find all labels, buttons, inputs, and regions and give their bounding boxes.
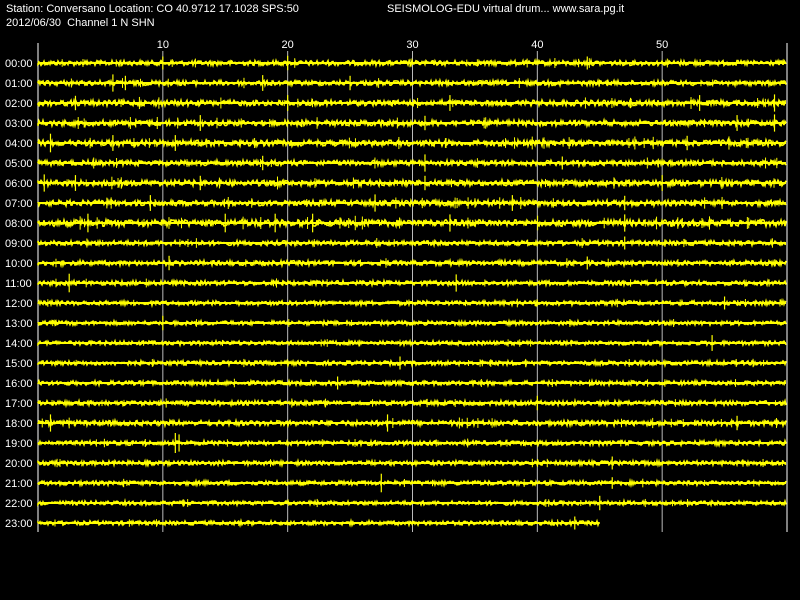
hour-label: 23:00 bbox=[5, 518, 33, 530]
hour-label: 13:00 bbox=[5, 318, 33, 330]
hour-label: 21:00 bbox=[5, 478, 33, 490]
hour-label: 10:00 bbox=[5, 258, 33, 270]
hour-label: 20:00 bbox=[5, 458, 33, 470]
hour-label: 02:00 bbox=[5, 98, 33, 110]
station-info-label: Station: Conversano Location: CO 40.9712… bbox=[6, 3, 299, 15]
hour-label: 14:00 bbox=[5, 338, 33, 350]
hour-label: 08:00 bbox=[5, 218, 33, 230]
hour-label: 01:00 bbox=[5, 78, 33, 90]
hour-label: 11:00 bbox=[5, 278, 32, 290]
x-tick-label: 30 bbox=[406, 39, 418, 51]
hour-label: 19:00 bbox=[5, 438, 33, 450]
app-title-label: SEISMOLOG-EDU virtual drum... www.sara.p… bbox=[387, 3, 625, 15]
x-tick-label: 50 bbox=[656, 39, 668, 51]
hour-label: 06:00 bbox=[5, 178, 33, 190]
x-tick-label: 40 bbox=[531, 39, 543, 51]
hour-label: 16:00 bbox=[5, 378, 33, 390]
date-channel-label: 2012/06/30 Channel 1 N SHN bbox=[6, 17, 155, 29]
hour-label: 17:00 bbox=[5, 398, 33, 410]
hour-label: 04:00 bbox=[5, 138, 33, 150]
hour-label: 00:00 bbox=[5, 58, 33, 70]
hour-label: 15:00 bbox=[5, 358, 33, 370]
hour-label: 12:00 bbox=[5, 298, 33, 310]
hour-label: 03:00 bbox=[5, 118, 33, 130]
hour-label: 18:00 bbox=[5, 418, 33, 430]
hour-label: 07:00 bbox=[5, 198, 33, 210]
hour-label: 05:00 bbox=[5, 158, 33, 170]
trace-row bbox=[37, 377, 786, 388]
x-tick-label: 10 bbox=[157, 39, 169, 51]
hour-label: 22:00 bbox=[5, 498, 33, 510]
x-tick-label: 20 bbox=[282, 39, 294, 51]
hour-label: 09:00 bbox=[5, 238, 33, 250]
